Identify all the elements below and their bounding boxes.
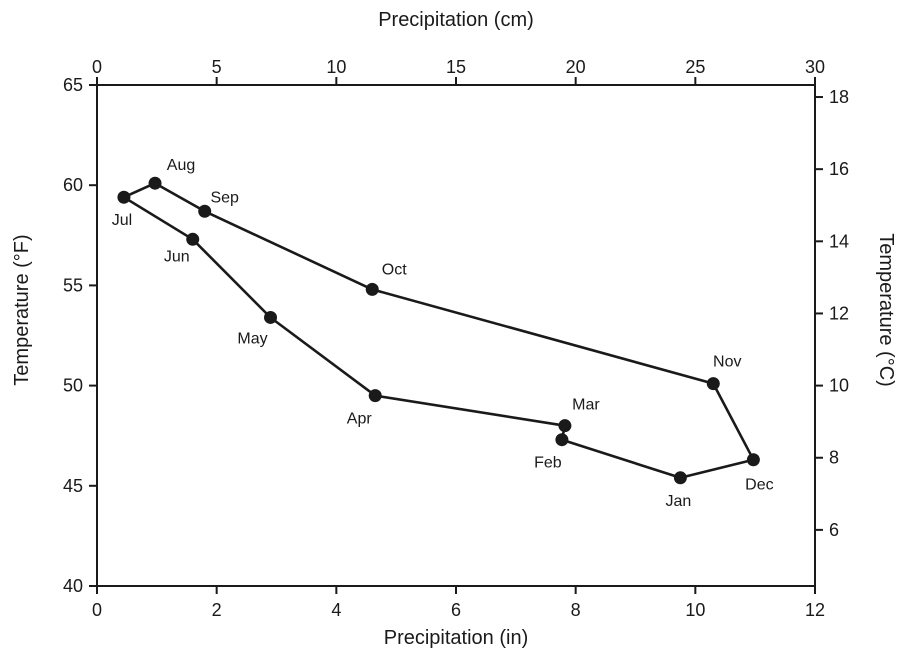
plot-frame	[96, 84, 816, 587]
point-label-may: May	[237, 330, 267, 347]
y-tick-label-left: 65	[63, 75, 83, 95]
point-label-sep: Sep	[210, 189, 239, 206]
axis-tick-labels: 0 2 4 6 8 10 12 0 5 10 15 20 25 30 40 45 50 55 60 65 6 8 10 12 1…	[63, 57, 849, 620]
data-point-jun	[186, 232, 200, 246]
x-tick-label-top: 10	[326, 57, 346, 77]
y-axis-title-right: Temperature (°C)	[875, 233, 897, 387]
point-label-dec: Dec	[745, 477, 773, 494]
point-label-nov: Nov	[713, 354, 741, 371]
point-label-apr: Apr	[347, 411, 373, 428]
point-labels: Jan Feb Mar Apr May Jun Jul Aug Sep Oct Nov Dec	[112, 157, 774, 510]
y-tick-label-right: 16	[829, 159, 849, 179]
data-point-sep	[198, 204, 212, 218]
x-tick-label-bottom: 10	[685, 600, 705, 620]
x-tick-label-bottom: 4	[331, 600, 341, 620]
x-tick-label-top: 30	[805, 57, 825, 77]
y-tick-label-left: 55	[63, 275, 83, 295]
x-axis-title-top: Precipitation (cm)	[378, 9, 534, 31]
x-tick-label-bottom: 0	[92, 600, 102, 620]
y-tick-label-right: 12	[829, 303, 849, 323]
series-line	[122, 181, 755, 480]
y-tick-label-left: 60	[63, 175, 83, 195]
x-tick-label-top: 0	[92, 57, 102, 77]
data-point-jan	[673, 471, 687, 485]
x-tick-label-bottom: 2	[212, 600, 222, 620]
x-tick-label-top: 20	[566, 57, 586, 77]
data-point-aug	[148, 176, 162, 190]
data-point-dec	[746, 453, 760, 467]
y-tick-label-right: 18	[829, 87, 849, 107]
data-point-oct	[365, 282, 379, 296]
y-tick-label-left: 45	[63, 476, 83, 496]
data-point-apr	[368, 389, 382, 403]
y-tick-label-left: 40	[63, 576, 83, 596]
x-axis-title-bottom: Precipitation (in)	[384, 627, 529, 649]
point-label-jan: Jan	[665, 493, 691, 510]
axis-ticks	[89, 77, 823, 594]
y-tick-label-right: 6	[829, 520, 839, 540]
point-label-mar: Mar	[572, 397, 600, 414]
y-tick-label-right: 10	[829, 376, 849, 396]
point-label-oct: Oct	[382, 261, 407, 278]
x-tick-label-bottom: 6	[451, 600, 461, 620]
x-tick-label-top: 5	[212, 57, 222, 77]
x-tick-label-bottom: 12	[805, 600, 825, 620]
data-point-nov	[706, 377, 720, 391]
x-tick-label-top: 25	[685, 57, 705, 77]
y-tick-label-right: 8	[829, 448, 839, 468]
x-tick-label-top: 15	[446, 57, 466, 77]
x-tick-label-bottom: 8	[571, 600, 581, 620]
point-label-feb: Feb	[534, 455, 562, 472]
y-tick-label-left: 50	[63, 376, 83, 396]
data-point-jul	[117, 190, 131, 204]
y-tick-label-right: 14	[829, 231, 849, 251]
data-point-mar	[558, 419, 572, 433]
point-label-aug: Aug	[167, 157, 195, 174]
data-point-feb	[555, 433, 569, 447]
data-point-may	[264, 310, 278, 324]
data-markers	[117, 176, 760, 485]
point-label-jun: Jun	[164, 248, 190, 265]
y-axis-title-left: Temperature (°F)	[11, 234, 33, 385]
point-label-jul: Jul	[112, 212, 132, 229]
